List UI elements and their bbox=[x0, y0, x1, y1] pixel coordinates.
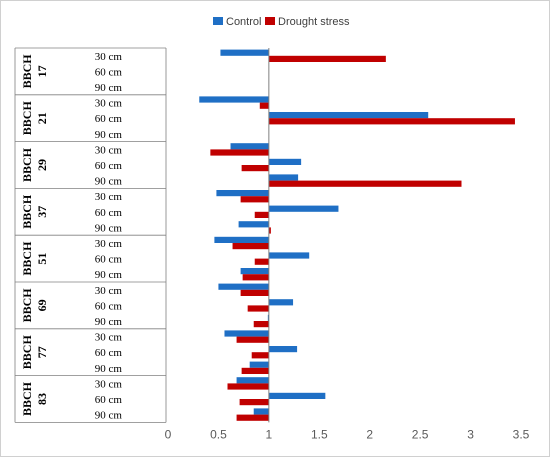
stage-label: 51 bbox=[35, 253, 49, 265]
legend-label: Drought stress bbox=[278, 16, 350, 28]
bar-drought-stress bbox=[227, 383, 269, 390]
x-tick-label: 1.5 bbox=[311, 427, 328, 441]
x-tick-label: 0 bbox=[165, 427, 172, 441]
bar-drought-stress bbox=[251, 352, 269, 359]
stage-label: BBCH bbox=[20, 381, 34, 416]
depth-label: 30 cm bbox=[95, 238, 123, 250]
stage-label: BBCH bbox=[20, 194, 34, 229]
depth-label: 60 cm bbox=[95, 347, 123, 359]
legend-swatch-drought-stress bbox=[265, 17, 275, 25]
stage-label: BBCH bbox=[20, 288, 34, 323]
bar-drought-stress bbox=[210, 149, 269, 156]
bar-drought-stress bbox=[239, 399, 269, 406]
bar-drought-stress bbox=[241, 165, 269, 172]
bar-drought-stress bbox=[240, 289, 269, 296]
depth-label: 30 cm bbox=[95, 285, 123, 297]
bar-drought-stress bbox=[268, 180, 462, 187]
bar-drought-stress bbox=[254, 211, 269, 218]
stage-label: 77 bbox=[35, 346, 49, 358]
x-tick-label: 1 bbox=[266, 427, 273, 441]
stage-label: 83 bbox=[35, 393, 49, 405]
bar-control bbox=[240, 268, 269, 275]
bar-drought-stress bbox=[268, 227, 271, 234]
bar-drought-stress bbox=[241, 367, 269, 374]
bar-drought-stress bbox=[240, 196, 269, 203]
bar-control bbox=[220, 49, 269, 56]
bar-drought-stress bbox=[254, 258, 269, 265]
stage-label: BBCH bbox=[20, 54, 34, 89]
bar-drought-stress bbox=[236, 414, 269, 421]
bar-drought-stress bbox=[242, 274, 269, 281]
depth-label: 60 cm bbox=[95, 394, 123, 406]
depth-label: 90 cm bbox=[95, 269, 123, 281]
bar-control bbox=[249, 361, 269, 368]
x-tick-label: 0.5 bbox=[210, 427, 227, 441]
stage-label: 17 bbox=[35, 65, 49, 77]
x-tick-label: 3.5 bbox=[513, 427, 530, 441]
stage-label: 29 bbox=[35, 159, 49, 171]
bar-control bbox=[268, 112, 429, 119]
legend-swatch-control bbox=[213, 17, 223, 25]
depth-label: 60 cm bbox=[95, 66, 123, 78]
x-tick-label: 3 bbox=[467, 427, 474, 441]
stage-label: 37 bbox=[35, 206, 49, 218]
depth-label: 90 cm bbox=[95, 410, 123, 422]
depth-label: 60 cm bbox=[95, 113, 123, 125]
depth-label: 60 cm bbox=[95, 160, 123, 172]
stage-label: BBCH bbox=[20, 241, 34, 276]
legend-label: Control bbox=[226, 16, 261, 28]
depth-label: 90 cm bbox=[95, 363, 123, 375]
depth-label: 90 cm bbox=[95, 176, 123, 188]
bar-drought-stress bbox=[236, 336, 269, 343]
bar-control bbox=[268, 299, 294, 306]
stage-label: BBCH bbox=[20, 147, 34, 182]
stage-label: BBCH bbox=[20, 335, 34, 370]
bar-control bbox=[268, 392, 326, 399]
bar-control bbox=[268, 346, 298, 353]
stage-label: BBCH bbox=[20, 101, 34, 136]
depth-label: 90 cm bbox=[95, 82, 123, 94]
bar-control bbox=[253, 408, 269, 415]
stage-label: 69 bbox=[35, 299, 49, 311]
bar-control bbox=[268, 174, 299, 181]
depth-label: 90 cm bbox=[95, 129, 123, 141]
depth-label: 60 cm bbox=[95, 300, 123, 312]
bar-drought-stress bbox=[268, 55, 386, 62]
bar-control bbox=[224, 330, 269, 337]
depth-label: 30 cm bbox=[95, 191, 123, 203]
bar-control bbox=[268, 158, 302, 165]
x-tick-label: 2.5 bbox=[412, 427, 429, 441]
bar-drought-stress bbox=[268, 118, 515, 125]
depth-label: 90 cm bbox=[95, 316, 123, 328]
depth-label: 30 cm bbox=[95, 378, 123, 390]
bar-drought-stress bbox=[232, 243, 269, 250]
bar-control bbox=[238, 221, 269, 228]
bar-drought-stress bbox=[253, 321, 269, 328]
stage-label: 21 bbox=[35, 112, 49, 124]
bar-control bbox=[218, 283, 269, 290]
bar-control bbox=[268, 252, 310, 259]
depth-label: 60 cm bbox=[95, 207, 123, 219]
depth-label: 30 cm bbox=[95, 144, 123, 156]
bar-control bbox=[214, 236, 269, 243]
bar-control bbox=[216, 190, 269, 197]
x-tick-label: 2 bbox=[366, 427, 373, 441]
depth-label: 30 cm bbox=[95, 332, 123, 344]
depth-label: 90 cm bbox=[95, 222, 123, 234]
bar-control bbox=[267, 314, 269, 321]
bar-control bbox=[268, 205, 339, 212]
bar-drought-stress bbox=[247, 305, 269, 312]
bar-control bbox=[230, 143, 269, 150]
depth-label: 60 cm bbox=[95, 254, 123, 266]
bar-control bbox=[236, 377, 269, 384]
bar-control bbox=[199, 96, 269, 103]
bar-drought-stress bbox=[259, 102, 269, 109]
depth-label: 30 cm bbox=[95, 98, 123, 110]
depth-label: 30 cm bbox=[95, 51, 123, 63]
